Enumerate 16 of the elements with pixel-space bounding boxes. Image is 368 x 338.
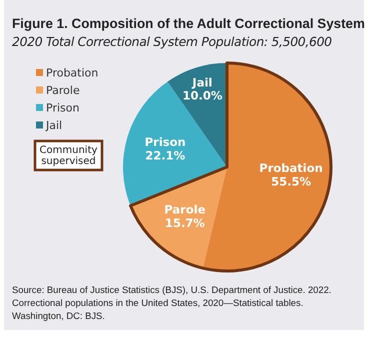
legend-label: Parole bbox=[46, 84, 80, 97]
legend-label: Probation bbox=[46, 66, 98, 80]
chart-title: Figure 1. Composition of the Adult Correctional System bbox=[12, 16, 365, 31]
text: Community supervised bbox=[40, 145, 98, 167]
slice-label: Probation bbox=[259, 161, 323, 176]
data-label: 55.5% bbox=[271, 174, 312, 188]
slice-label: Parole bbox=[164, 202, 206, 217]
slice-label: Jail bbox=[191, 75, 212, 90]
data-label: 10.0% bbox=[182, 88, 223, 103]
data-label: 15.7% bbox=[164, 216, 206, 230]
slice-label: Prison bbox=[144, 135, 186, 150]
data-label: 22.1% bbox=[145, 148, 186, 162]
source-note: Source: Bureau of Justice Statistics (BJS), U.S. Department of Justice. 2022. Correctional populations in the United States, 2020—Statistical tables. Washington, DC: BJS. bbox=[12, 283, 332, 322]
legend-label: Jail bbox=[45, 119, 62, 132]
chart-subtitle: 2020 Total Correctional System Population: 5,500,600 bbox=[12, 34, 332, 49]
legend-label: Prison bbox=[46, 102, 80, 114]
